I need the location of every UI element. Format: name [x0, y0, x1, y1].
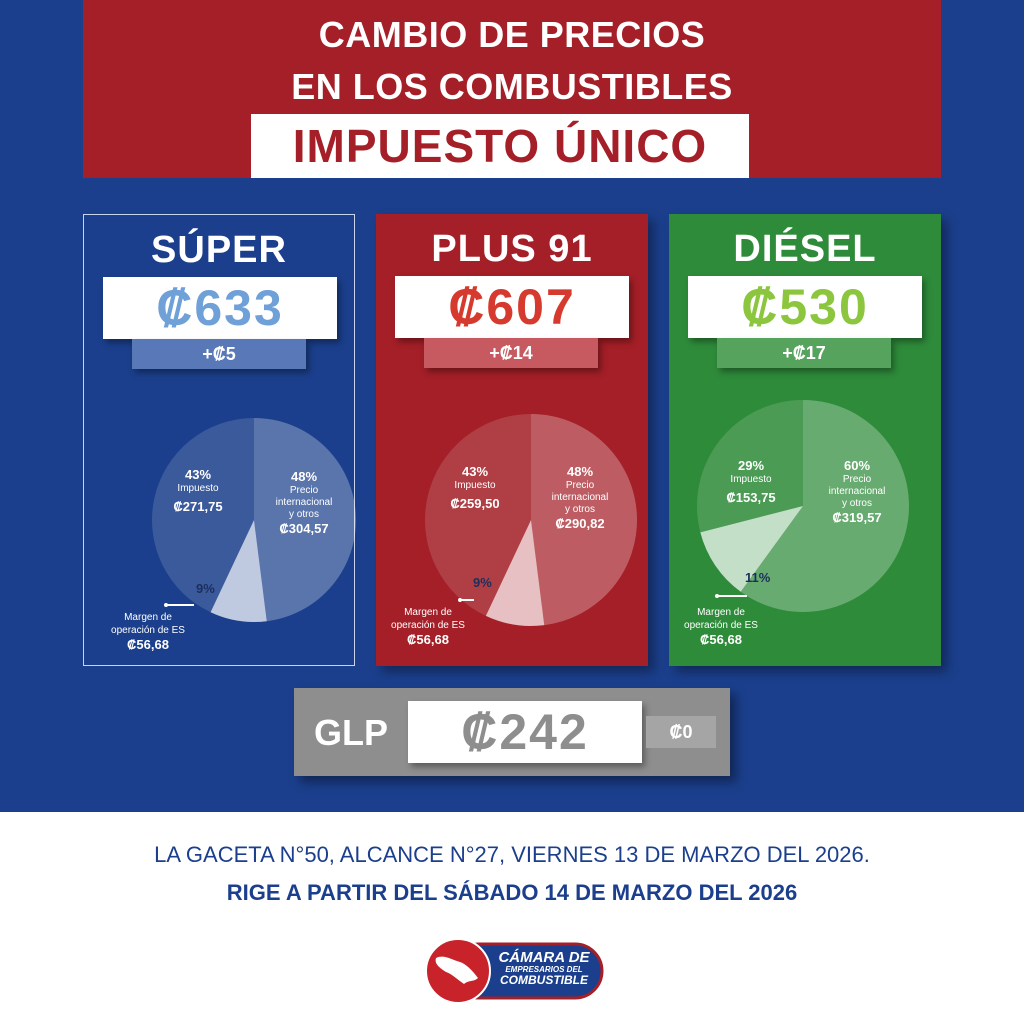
slice-margen-operacion: [485, 520, 545, 626]
precio-label-2-super: internacional: [275, 496, 333, 508]
pie-chart-plus-91: [424, 414, 638, 626]
price-diesel: ₡530: [688, 276, 922, 338]
change-diesel: +₡17: [717, 338, 891, 368]
fuel-name-diesel: DIÉSEL: [733, 228, 877, 270]
precio-pct-plus-91: 48%: [566, 464, 594, 479]
logo-text: CÁMARA DE EMPRESARIOS DEL COMBUSTIBLE: [492, 950, 596, 987]
impuesto-block-plus-91: 43% Impuesto ₡259,50: [437, 464, 513, 511]
margen-leader-dot-diesel: [715, 594, 719, 598]
margen-amt-plus-91: ₡56,68: [407, 632, 449, 647]
precio-label-1-plus-91: Precio: [565, 479, 595, 491]
margen-label-2-diesel: operación de ES: [684, 619, 758, 631]
impuesto-amt-plus-91: ₡259,50: [450, 495, 500, 511]
margen-leader-plus-91: [460, 599, 474, 601]
precio-block-diesel: 60% Precio internacional y otros ₡319,57: [813, 458, 901, 525]
pie-chart-super: [151, 418, 356, 622]
title-banner: CAMBIO DE PRECIOS EN LOS COMBUSTIBLES IM…: [83, 0, 941, 178]
margen-amt-diesel: ₡56,68: [700, 632, 742, 647]
impuesto-block-super: 43% Impuesto ₡271,75: [162, 467, 234, 514]
precio-label-1-super: Precio: [289, 484, 319, 496]
title-line-2: EN LOS COMBUSTIBLES: [291, 66, 733, 107]
slice-margen-operacion: [700, 506, 803, 592]
margen-pct-diesel: 11%: [745, 570, 771, 585]
card-diesel: DIÉSEL ₡530 +₡17 29% Impuesto ₡153,75 60…: [669, 214, 941, 666]
logo-line-1: CÁMARA DE: [498, 949, 590, 966]
slice-impuesto: [151, 418, 254, 613]
precio-block-super: 48% Precio internacional y otros ₡304,57: [262, 469, 346, 536]
glp-price: ₡242: [408, 701, 642, 763]
glp-change: ₡0: [646, 716, 716, 748]
impuesto-amt-diesel: ₡153,75: [726, 489, 776, 505]
impuesto-pct-plus-91: 43%: [461, 464, 489, 479]
margen-leader-dot-plus-91: [458, 598, 462, 602]
margen-block-super: Margen de operación de ES ₡56,68: [98, 612, 198, 653]
margen-leader-super: [166, 604, 194, 606]
impuesto-pct-super: 43%: [184, 467, 212, 482]
precio-pct-diesel: 60%: [843, 458, 871, 473]
logo-line-2: EMPRESARIOS DEL: [505, 964, 583, 974]
logo-line-3: COMBUSTIBLE: [500, 973, 588, 988]
glp-name: GLP: [314, 712, 389, 753]
impuesto-label-diesel: Impuesto: [730, 473, 772, 485]
margen-block-plus-91: Margen de operación de ES ₡56,68: [376, 607, 480, 648]
change-super: +₡5: [132, 339, 306, 369]
slice-impuesto: [424, 414, 531, 616]
precio-pct-super: 48%: [290, 469, 318, 484]
impuesto-label-plus-91: Impuesto: [454, 479, 496, 491]
margen-block-diesel: Margen de operación de ES ₡56,68: [669, 607, 773, 648]
title-line-1: CAMBIO DE PRECIOS: [318, 14, 706, 55]
impuesto-pct-diesel: 29%: [737, 458, 765, 473]
precio-label-1-diesel: Precio: [842, 473, 872, 485]
slice-impuesto: [697, 400, 803, 533]
title-highlight: IMPUESTO ÚNICO: [251, 114, 749, 178]
precio-label-2-diesel: internacional: [828, 485, 886, 497]
change-plus-91: +₡14: [424, 338, 598, 368]
precio-amt-diesel: ₡319,57: [832, 509, 882, 525]
price-super: ₡633: [103, 277, 337, 339]
price-plus-91: ₡607: [395, 276, 629, 338]
footer-effective-date: RIGE A PARTIR DEL SÁBADO 14 DE MARZO DEL…: [226, 880, 798, 905]
pie-chart-diesel: [697, 400, 909, 612]
margen-label-1-plus-91: Margen de: [404, 607, 452, 618]
impuesto-label-super: Impuesto: [177, 482, 219, 494]
margen-leader-diesel: [717, 595, 747, 597]
precio-label-2-plus-91: internacional: [551, 491, 609, 503]
margen-amt-super: ₡56,68: [127, 637, 169, 652]
impuesto-block-diesel: 29% Impuesto ₡153,75: [713, 458, 789, 505]
slice-precio-internacional: [254, 418, 356, 622]
card-plus-91: PLUS 91 ₡607 +₡14 43% Impuesto ₡259,50 4…: [376, 214, 648, 666]
precio-label-3-super: y otros: [288, 508, 319, 520]
card-super: SÚPER ₡633 +₡5 43% Impuesto ₡271,75 48% …: [83, 214, 356, 666]
precio-label-3-plus-91: y otros: [564, 503, 595, 515]
fuel-name-plus-91: PLUS 91: [431, 228, 593, 270]
margen-label-1-super: Margen de: [124, 612, 172, 623]
slice-margen-operacion: [210, 520, 267, 622]
margen-label-2-plus-91: operación de ES: [391, 619, 465, 631]
fuel-name-super: SÚPER: [151, 229, 287, 271]
margen-label-1-diesel: Margen de: [697, 607, 745, 618]
logo-graphic: [425, 938, 604, 1004]
precio-block-plus-91: 48% Precio internacional y otros ₡290,82: [536, 464, 624, 531]
camara-logo: CÁMARA DE EMPRESARIOS DEL COMBUSTIBLE: [422, 938, 606, 1004]
precio-label-3-diesel: y otros: [841, 497, 872, 509]
precio-amt-super: ₡304,57: [279, 520, 329, 536]
precio-amt-plus-91: ₡290,82: [555, 515, 605, 531]
costa-rica-map-icon: [435, 956, 478, 984]
margen-pct-plus-91: 9%: [473, 575, 492, 590]
footer-gazette-reference: LA GACETA N°50, ALCANCE N°27, VIERNES 13…: [154, 842, 870, 867]
glp-panel: GLP ₡242 ₡0: [294, 688, 730, 776]
margen-label-2-super: operación de ES: [111, 624, 185, 636]
margen-pct-super: 9%: [196, 581, 215, 596]
slice-precio-internacional: [531, 414, 638, 626]
impuesto-amt-super: ₡271,75: [173, 498, 223, 514]
margen-leader-dot-super: [164, 603, 168, 607]
slice-precio-internacional: [740, 400, 909, 612]
